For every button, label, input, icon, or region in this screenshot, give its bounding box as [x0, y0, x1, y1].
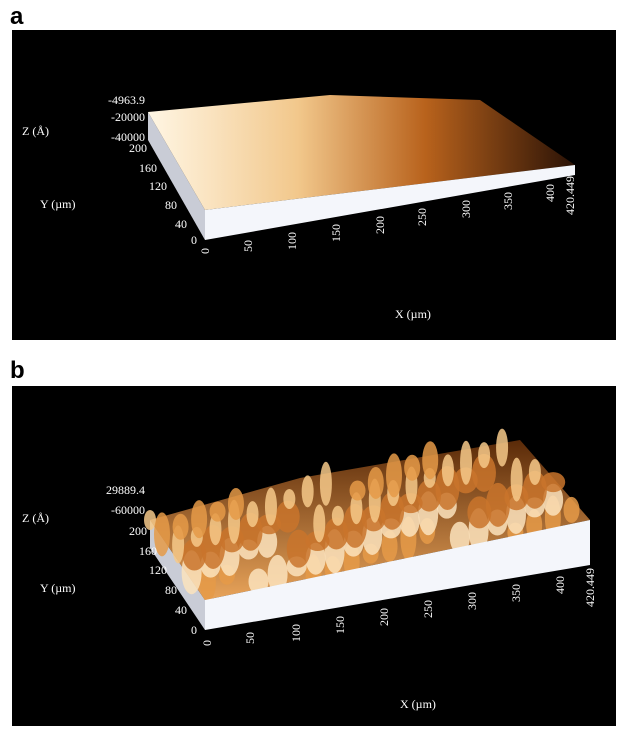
surface-peak: [191, 500, 207, 538]
x-axis-label: X (µm): [400, 697, 436, 711]
surface-peak: [467, 496, 491, 528]
y-tick-label: 0: [191, 623, 197, 637]
y-tick-label: 160: [139, 161, 157, 175]
x-tick-label: 400: [553, 576, 567, 594]
y-tick-label: 80: [165, 198, 177, 212]
x-tick-label: 50: [241, 240, 255, 252]
surface-peak: [332, 506, 344, 526]
surface-peak: [422, 441, 438, 479]
y-tick-label: 40: [175, 217, 187, 231]
x-tick-label: 350: [501, 192, 515, 210]
y-tick-label: 80: [165, 583, 177, 597]
x-tick-label: 50: [243, 632, 257, 644]
z-tick-label: -60000: [111, 503, 145, 517]
surface-peak: [386, 453, 402, 497]
x-tick-label: 150: [333, 616, 347, 634]
surface-peak: [302, 475, 314, 507]
surface-peak: [478, 442, 490, 468]
z-tick-label: -20000: [111, 110, 145, 124]
x-tick-label: 420.449: [563, 176, 577, 215]
z-axis-label: Z (Å): [22, 124, 49, 138]
x-tick-label: 300: [459, 200, 473, 218]
x-axis-label: X (µm): [395, 307, 431, 321]
x-tick-label: 300: [465, 592, 479, 610]
y-tick-label: 200: [129, 141, 147, 155]
y-axis-label: Y (µm): [40, 197, 75, 211]
x-tick-label: 250: [415, 208, 429, 226]
surface-peak: [283, 489, 295, 509]
surface-peak: [313, 504, 325, 542]
surface-peak: [228, 488, 244, 520]
surface-peak: [210, 502, 226, 522]
panel-label: a: [10, 3, 24, 30]
z-tick-label: -4963.9: [108, 93, 145, 107]
surface-peak: [247, 501, 259, 527]
y-tick-label: 40: [175, 603, 187, 617]
surface-peak: [460, 441, 472, 485]
figure: a b -4963.9-20000-40000Z (Å)200160120804…: [0, 0, 628, 731]
surface-peak: [529, 459, 541, 485]
surface-peak: [564, 497, 580, 523]
surface-peak: [265, 488, 277, 526]
surface-peak: [287, 530, 311, 568]
y-axis-label: Y (µm): [40, 581, 75, 595]
x-tick-label: 100: [285, 232, 299, 250]
y-tick-label: 160: [139, 544, 157, 558]
z-tick-label: 29889.4: [106, 483, 145, 497]
surface-peak: [350, 481, 366, 501]
surface-peak: [320, 462, 332, 506]
x-tick-label: 250: [421, 600, 435, 618]
panel-label: b: [10, 357, 25, 384]
x-tick-label: 100: [289, 624, 303, 642]
x-tick-label: 0: [198, 248, 212, 254]
x-tick-label: 150: [329, 224, 343, 242]
x-tick-label: 420.449: [583, 568, 597, 607]
surface-peak: [404, 455, 420, 481]
x-tick-label: 400: [543, 184, 557, 202]
x-tick-label: 0: [200, 640, 214, 646]
surface-peak: [511, 458, 523, 502]
y-tick-label: 120: [149, 563, 167, 577]
x-tick-label: 200: [373, 216, 387, 234]
surface-peak: [368, 467, 384, 499]
y-tick-label: 120: [149, 179, 167, 193]
y-tick-label: 0: [191, 233, 197, 247]
x-tick-label: 200: [377, 608, 391, 626]
z-axis-label: Z (Å): [22, 511, 49, 525]
x-tick-label: 350: [509, 584, 523, 602]
surface-peak: [173, 514, 189, 540]
y-tick-label: 200: [129, 524, 147, 538]
surface-peak: [496, 429, 508, 467]
surface-peak: [442, 454, 454, 486]
